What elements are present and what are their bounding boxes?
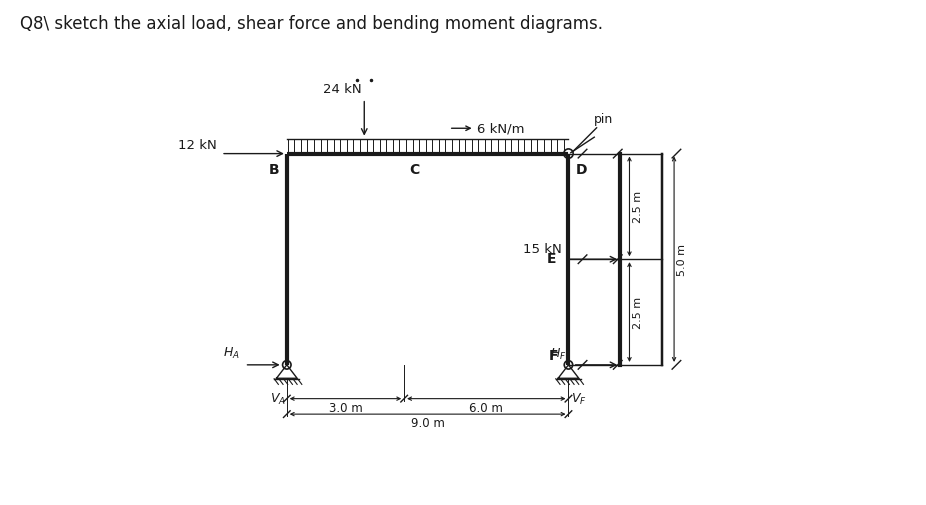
Text: pin: pin	[594, 113, 614, 126]
Text: B: B	[269, 163, 280, 177]
Text: $V_A$: $V_A$	[270, 391, 286, 407]
Text: 6 kN/m: 6 kN/m	[477, 123, 524, 135]
Text: E: E	[547, 252, 557, 266]
Text: 3.0 m: 3.0 m	[329, 401, 362, 414]
Text: $H_A$: $H_A$	[223, 345, 240, 361]
Text: C: C	[409, 163, 419, 177]
Text: 2.5 m: 2.5 m	[632, 296, 643, 328]
Text: $V_F$: $V_F$	[570, 391, 586, 407]
Text: 6.0 m: 6.0 m	[469, 401, 503, 414]
Text: 24 kN: 24 kN	[323, 83, 362, 96]
Text: 12 kN: 12 kN	[178, 139, 217, 152]
Text: 9.0 m: 9.0 m	[411, 416, 444, 429]
Text: F: F	[548, 349, 558, 363]
Text: 2.5 m: 2.5 m	[632, 191, 643, 223]
Text: $H_F$: $H_F$	[549, 346, 566, 362]
Text: D: D	[575, 163, 587, 177]
Text: 15 kN: 15 kN	[522, 242, 561, 255]
Text: Q8\ sketch the axial load, shear force and bending moment diagrams.: Q8\ sketch the axial load, shear force a…	[20, 15, 604, 33]
Text: 5.0 m: 5.0 m	[677, 244, 687, 276]
